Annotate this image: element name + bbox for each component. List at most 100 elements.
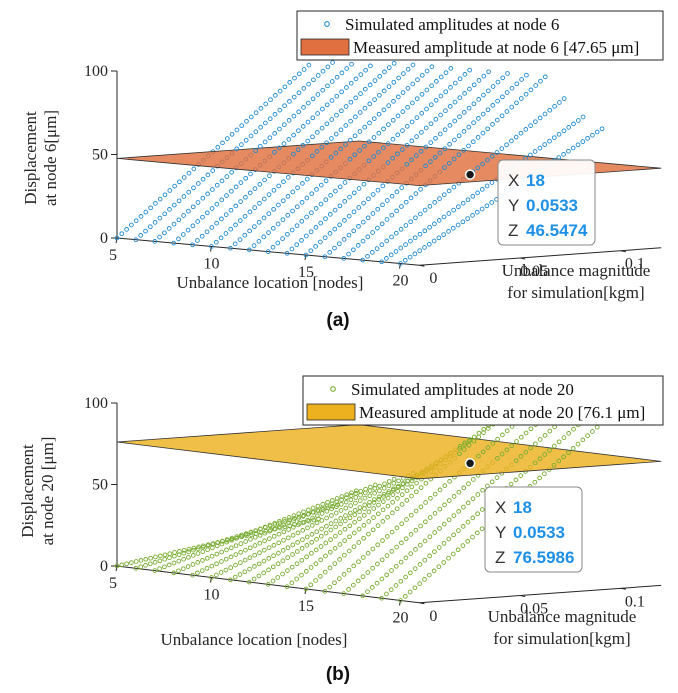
data-point (412, 566, 418, 571)
data-point (389, 529, 395, 535)
data-point (200, 544, 206, 550)
data-point (256, 573, 262, 579)
data-point (408, 532, 414, 537)
data-point (323, 530, 329, 536)
data-point (327, 212, 333, 217)
data-point (410, 62, 416, 68)
data-point (291, 132, 296, 138)
data-point (446, 160, 452, 166)
data-point (396, 478, 401, 484)
data-point (351, 530, 357, 536)
data-point (461, 485, 467, 491)
data-point (380, 499, 386, 504)
data-point (257, 200, 262, 206)
data-point (243, 175, 249, 181)
data-point (409, 157, 414, 163)
data-point (181, 550, 187, 556)
legend-label: Simulated amplitudes at node 6 (345, 15, 559, 34)
data-point (286, 527, 291, 532)
data-point (518, 130, 524, 136)
data-point (427, 553, 432, 559)
data-point (386, 490, 391, 496)
data-point (448, 66, 454, 71)
data-point (289, 580, 295, 586)
data-point (412, 251, 418, 257)
data-point (257, 181, 263, 187)
data-point (356, 526, 362, 532)
data-point (542, 452, 548, 457)
data-point (590, 429, 595, 434)
data-point (384, 238, 390, 244)
data-point (452, 99, 458, 105)
data-point (332, 580, 337, 586)
y-axis-label: Unbalance magnitude for simulation[kgm] (488, 607, 637, 648)
data-point (218, 235, 224, 241)
data-point (381, 494, 386, 499)
data-point (490, 122, 495, 127)
data-point (353, 95, 359, 101)
data-point (237, 218, 243, 223)
data-point (289, 246, 295, 252)
data-point (309, 210, 314, 216)
data-point (266, 567, 271, 573)
data-point (337, 557, 342, 562)
data-point (436, 218, 442, 223)
data-point (417, 248, 423, 254)
data-point (447, 479, 452, 484)
data-point (338, 501, 344, 507)
data-point (523, 127, 529, 132)
data-point (272, 520, 278, 526)
data-point (475, 511, 480, 517)
data-point (318, 557, 324, 563)
data-point (311, 77, 316, 83)
data-point (295, 522, 301, 528)
data-point (238, 199, 243, 204)
data-point (267, 135, 273, 141)
data-point (446, 536, 452, 542)
data-point (337, 203, 343, 209)
x-tick-label: 5 (109, 575, 117, 592)
data-point (176, 198, 182, 204)
data-point (124, 227, 129, 232)
data-point (428, 495, 433, 501)
data-point (320, 505, 325, 511)
data-point (419, 110, 425, 116)
data-point (485, 107, 491, 113)
data-point (328, 521, 334, 526)
data-point (219, 216, 224, 222)
data-point (177, 179, 182, 185)
data-point (366, 509, 372, 515)
data-point (394, 525, 400, 531)
data-point (209, 553, 215, 559)
data-point (210, 545, 215, 551)
data-point (379, 259, 384, 265)
data-point (176, 217, 182, 223)
data-point (499, 146, 505, 151)
data-point (323, 553, 328, 559)
data-point (532, 479, 538, 485)
data-point (403, 223, 409, 228)
data-point (370, 230, 375, 235)
data-point (176, 552, 182, 558)
data-point (261, 196, 267, 202)
data-point (334, 74, 340, 80)
data-point (438, 74, 444, 80)
data-point (413, 489, 419, 495)
data-point (403, 555, 409, 561)
data-point (382, 481, 387, 487)
x-tick (115, 237, 118, 244)
data-point (456, 152, 462, 158)
data-point (290, 552, 295, 557)
data-point (594, 424, 600, 430)
data-point (152, 559, 158, 565)
data-point (347, 137, 353, 143)
data-point (276, 524, 282, 530)
data-point (200, 558, 205, 563)
data-point (437, 131, 443, 137)
data-point (403, 536, 409, 542)
data-point (280, 571, 285, 577)
data-point (257, 532, 263, 538)
datatip-key: Z (495, 548, 505, 567)
data-point (342, 538, 348, 543)
datatip-key: Y (508, 196, 519, 215)
